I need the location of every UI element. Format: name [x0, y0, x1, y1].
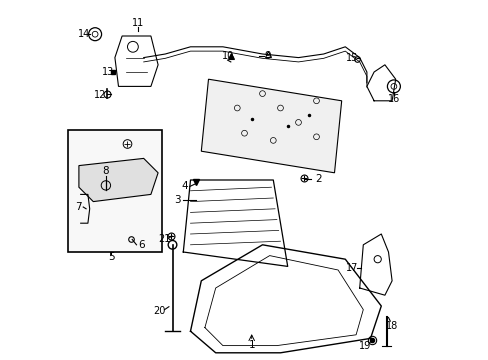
Text: 17: 17: [345, 263, 357, 273]
Text: 14: 14: [78, 29, 90, 39]
Text: 21: 21: [158, 234, 170, 244]
Text: 10: 10: [221, 51, 233, 61]
Text: 15: 15: [346, 53, 358, 63]
Text: 3: 3: [174, 195, 181, 205]
Text: 9: 9: [264, 51, 271, 61]
Text: 4: 4: [182, 181, 188, 192]
Text: 7: 7: [76, 202, 82, 212]
Text: 8: 8: [102, 166, 109, 176]
Text: 11: 11: [132, 18, 144, 28]
Text: 1: 1: [248, 340, 254, 350]
Text: 13: 13: [102, 67, 114, 77]
Text: 16: 16: [387, 94, 399, 104]
Text: 12: 12: [94, 90, 106, 100]
Text: 18: 18: [385, 321, 397, 331]
Polygon shape: [79, 158, 158, 202]
FancyBboxPatch shape: [68, 130, 162, 252]
Text: 19: 19: [358, 341, 370, 351]
Text: 6: 6: [138, 240, 145, 250]
Text: 20: 20: [153, 306, 166, 316]
Text: 5: 5: [108, 252, 114, 262]
Polygon shape: [201, 79, 341, 173]
Text: 2: 2: [314, 174, 321, 184]
